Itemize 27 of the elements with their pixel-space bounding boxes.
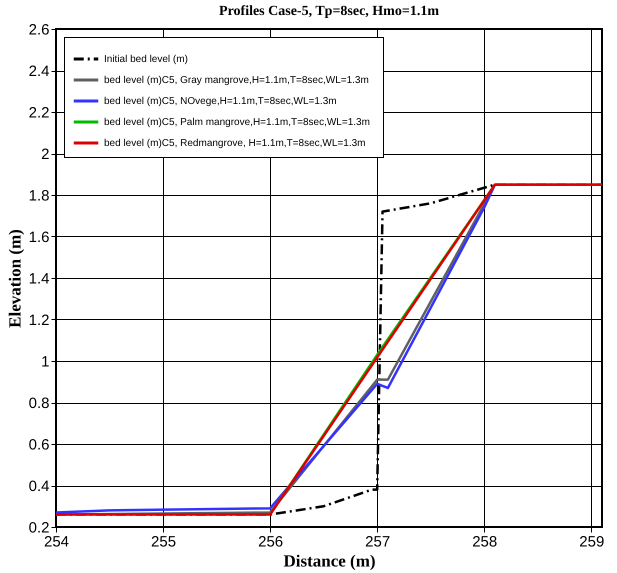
y-tick-label: 1.2 <box>28 312 50 329</box>
x-tick-label: 255 <box>151 534 176 550</box>
y-tick-label: 0.2 <box>28 520 50 536</box>
x-axis-title: Distance (m) <box>283 552 376 570</box>
y-tick-label: 2.6 <box>28 22 50 38</box>
y-tick-label: 2.4 <box>28 63 50 80</box>
legend-label: bed level (m)C5, Redmangrove, H=1.1m,T=8sec,WL=1.3m <box>104 138 366 149</box>
legend-label: Initial bed level (m) <box>104 54 188 65</box>
y-tick-label: 1.6 <box>28 229 50 246</box>
x-tick-label: 258 <box>472 534 498 550</box>
x-tick-label: 257 <box>365 534 390 550</box>
legend-label: bed level (m)C5, Palm mangrove,H=1.1m,T=8sec,WL=1.3m <box>104 117 370 128</box>
y-tick-label: 1.4 <box>28 270 50 288</box>
y-tick-label: 0.4 <box>28 478 50 495</box>
x-tick-label: 256 <box>258 534 284 550</box>
y-axis-title: Elevation (m) <box>6 229 25 328</box>
x-tick-label: 259 <box>579 534 604 550</box>
y-tick-label: 0.8 <box>28 395 50 412</box>
y-tick-label: 0.6 <box>28 436 50 454</box>
legend-label: bed level (m)C5, Gray mangrove,H=1.1m,T=8sec,WL=1.3m <box>104 75 369 86</box>
chart-title: Profiles Case-5, Tp=8sec, Hmo=1.1m <box>219 4 440 19</box>
y-tick-label: 1.8 <box>28 188 50 204</box>
y-tick-label: 2 <box>41 146 50 163</box>
y-tick-label: 2.2 <box>28 104 50 122</box>
x-tick-label: 254 <box>44 534 70 550</box>
legend-label: bed level (m)C5, NOvege,H=1.1m,T=8sec,WL=1.3m <box>104 96 337 107</box>
y-tick-label: 1 <box>41 354 50 370</box>
